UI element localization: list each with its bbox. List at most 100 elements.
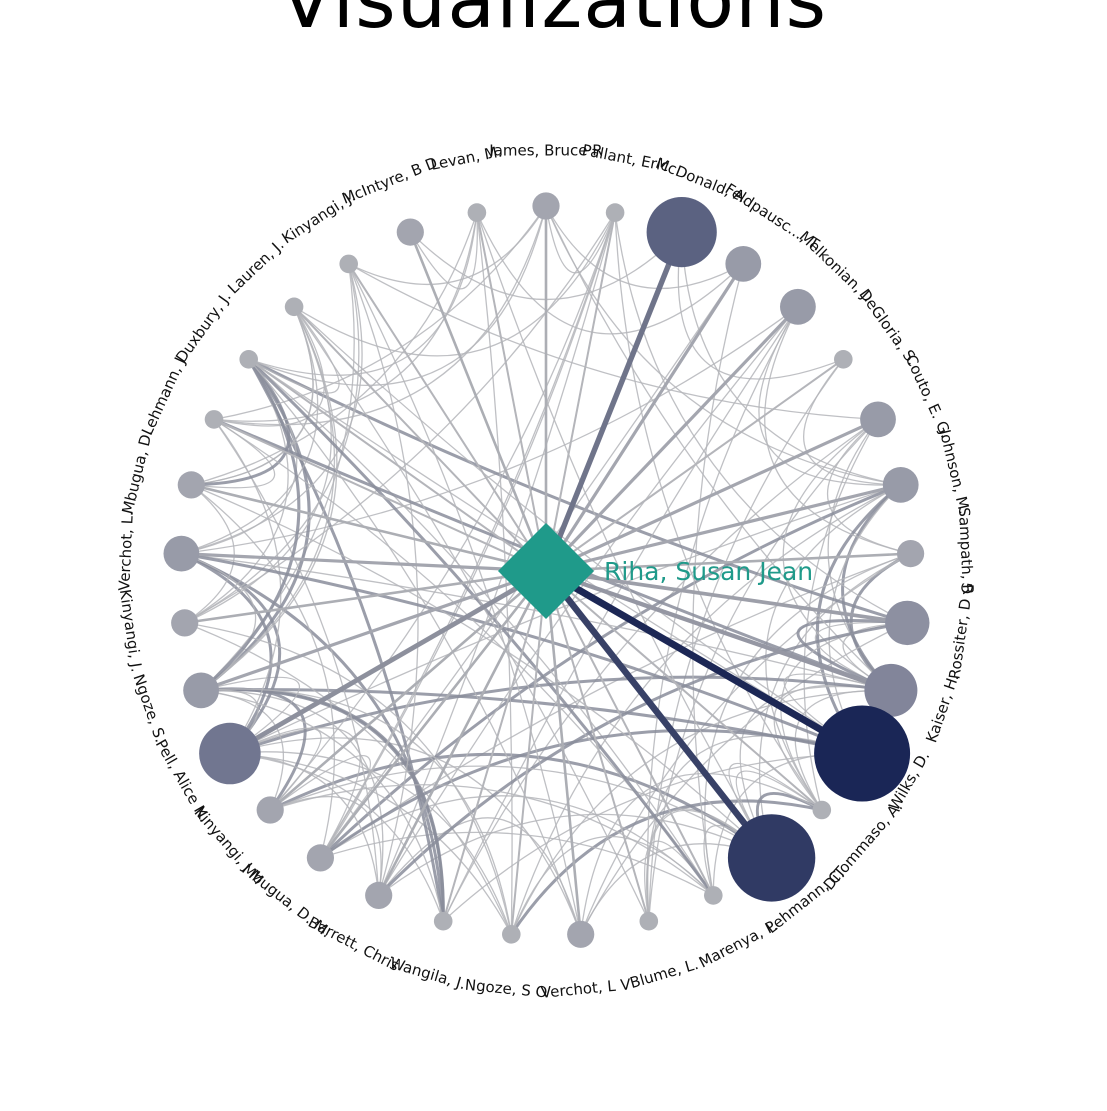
node-kinyangi-j-m[interactable] xyxy=(256,796,284,824)
node-melkonian-j[interactable] xyxy=(780,288,816,325)
coauthor-nodes xyxy=(163,192,930,948)
coauthor-edge xyxy=(293,212,616,357)
page-title: Visualizations xyxy=(279,0,828,46)
coauthor-edge xyxy=(184,622,512,935)
coauthor-edge xyxy=(200,676,301,755)
label-rossiter-d-g: Rossiter, D G xyxy=(945,581,977,680)
node-rossiter-d-g[interactable] xyxy=(885,600,930,646)
spoke-edge-mcintyre-b-d xyxy=(409,231,548,572)
label-james-bruce-r: James, Bruce R xyxy=(488,142,602,160)
label-lauren-j: Lauren, J. xyxy=(224,236,287,298)
label-ngoze-s-o: Ngoze, S O xyxy=(464,976,548,1002)
spoke-edge-blume-l xyxy=(545,570,650,922)
node-ngoze-s[interactable] xyxy=(183,672,220,709)
spoke-edge-rossiter-d-g xyxy=(545,569,908,625)
spoke-edge-ditommaso-a xyxy=(545,570,823,811)
coauthor-edge xyxy=(510,799,823,936)
node-duxbury-j[interactable] xyxy=(239,350,258,369)
node-levan-m[interactable] xyxy=(467,203,487,222)
spoke-edge-kinyangi-j-m xyxy=(269,570,547,811)
label-verchot-l-v: Verchot, L V xyxy=(540,975,632,1002)
spoke-edge-couto-e-g xyxy=(545,417,879,573)
coauthor-edge xyxy=(580,622,908,935)
node-feldpausc-t[interactable] xyxy=(725,246,762,282)
spoke-edge-kinyangi-j xyxy=(347,263,547,572)
label-sampath-r: Sampath, R xyxy=(955,507,977,595)
coauthor-edge xyxy=(510,689,891,935)
spoke-edge-kaiser-h xyxy=(545,568,892,693)
node-lauren-j[interactable] xyxy=(284,297,304,317)
coauthor-edge xyxy=(201,689,444,922)
node-pell-alice-n[interactable] xyxy=(199,722,261,785)
coauthor-edge xyxy=(200,306,338,691)
node-mcdonald-a[interactable] xyxy=(646,197,717,268)
label-lehmann-j: Lehmann, J xyxy=(138,355,189,439)
coauthor-edge xyxy=(510,835,714,935)
label-ngoze-s: Ngoze, S. xyxy=(129,672,169,745)
spoke-edge-pallant-eric xyxy=(545,212,617,572)
node-sampath-r[interactable] xyxy=(897,540,925,568)
spoke-edge-mbugua-d xyxy=(190,483,547,573)
node-wangila-j[interactable] xyxy=(433,911,453,931)
node-kinyangi-j[interactable] xyxy=(339,254,359,274)
node-barrett-chris[interactable] xyxy=(365,881,393,910)
coauthor-edge xyxy=(293,306,863,755)
coauthor-edge xyxy=(692,263,744,896)
label-levan-m: Levan, M. xyxy=(429,142,503,173)
node-blume-l[interactable] xyxy=(639,911,659,931)
coauthor-edge xyxy=(758,553,911,859)
coauthor-edge xyxy=(348,205,547,285)
node-kinyangi-j[interactable] xyxy=(171,609,199,637)
node-mbugua-d-m[interactable] xyxy=(306,844,334,872)
node-lehmann-j[interactable] xyxy=(204,410,224,429)
label-kaiser-h: Kaiser, H. xyxy=(922,672,962,745)
node-marenya-p[interactable] xyxy=(704,886,723,905)
node-couto-e-g[interactable] xyxy=(860,401,896,438)
node-ditommaso-a[interactable] xyxy=(812,800,832,820)
spoke-edge-feldpausc-t xyxy=(544,263,745,572)
node-james-bruce-r[interactable] xyxy=(532,192,560,220)
coauthor-edge xyxy=(213,212,478,422)
node-mcintyre-b-d[interactable] xyxy=(396,218,424,246)
coauthor-edge xyxy=(200,358,301,692)
coauthor-edge xyxy=(545,205,616,274)
center-author: Riha, Susan Jean xyxy=(498,523,813,619)
node-pallant-eric[interactable] xyxy=(605,203,625,222)
edges-to-center-author xyxy=(181,206,911,935)
coauthor-edge xyxy=(181,263,363,555)
node-mbugua-d[interactable] xyxy=(177,471,205,499)
spoke-edge-lauren-j xyxy=(293,306,547,572)
node-wilks-d[interactable] xyxy=(814,705,911,802)
label-kinyangi-j: Kinyangi, J. xyxy=(116,588,146,673)
coauthor-edge xyxy=(229,752,512,935)
label-blume-l: Blume, L. xyxy=(628,955,701,992)
coauthor-edge xyxy=(739,685,891,859)
spoke-edge-lehmann-c xyxy=(543,568,775,860)
node-johnson-m[interactable] xyxy=(882,467,919,503)
spoke-edge-ngoze-s-o xyxy=(510,570,547,935)
spoke-edge-melkonian-j xyxy=(544,305,800,573)
spoke-edge-marenya-p xyxy=(545,570,715,896)
coauthor-edge xyxy=(269,755,371,859)
spoke-edge-wilks-d xyxy=(544,567,864,757)
coauthor-edge xyxy=(681,232,901,486)
node-lehmann-c[interactable] xyxy=(727,814,816,902)
label-johnson-m: Johnson, M. xyxy=(936,427,974,516)
spoke-edge-johnson-m xyxy=(545,483,902,573)
center-author-diamond[interactable] xyxy=(498,523,594,619)
label-couto-e-g: Couto, E. G. xyxy=(902,352,955,441)
coauthor-edge xyxy=(319,729,863,860)
coauthor-edge xyxy=(378,212,616,896)
node-degloria-s[interactable] xyxy=(834,350,853,369)
coauthor-edge xyxy=(191,306,314,486)
node-verchot-l-v[interactable] xyxy=(567,920,595,948)
node-ngoze-s-o[interactable] xyxy=(502,925,521,944)
spoke-edge-lehmann-j xyxy=(213,418,547,572)
node-verchot-l[interactable] xyxy=(163,535,200,572)
node-kaiser-h[interactable] xyxy=(864,663,918,717)
label-mcintyre-b-d: McIntyre, B D xyxy=(339,154,440,208)
coauthor-edge xyxy=(545,205,744,290)
coauthor-edge xyxy=(378,306,799,896)
